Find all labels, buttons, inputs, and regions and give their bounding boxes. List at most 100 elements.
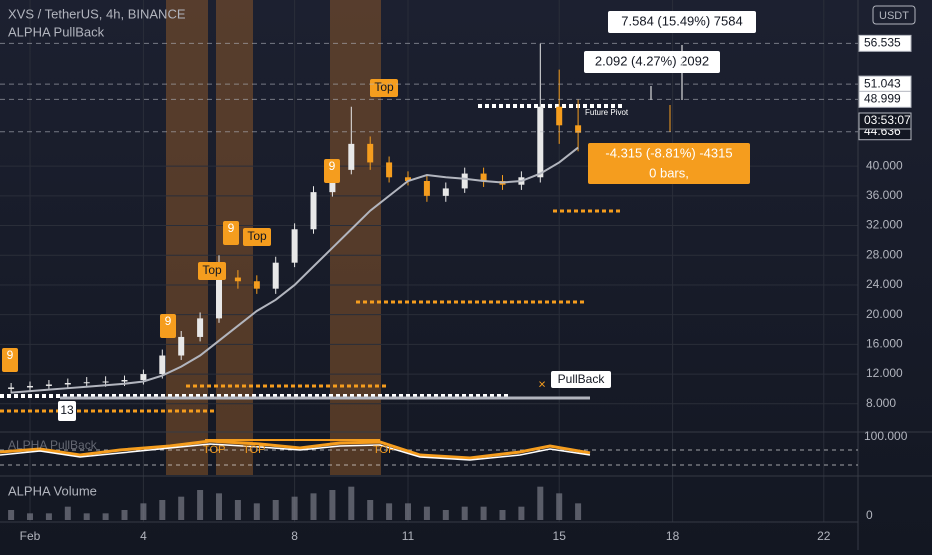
volume-bar: [178, 496, 185, 520]
price-level-label: 51.043: [864, 76, 901, 90]
volume-bar: [329, 490, 336, 520]
signal-box: [370, 79, 398, 97]
osc-top: TOP: [203, 444, 225, 456]
signal-box: [324, 159, 340, 183]
volume-bar: [499, 510, 506, 520]
volume-bar: [83, 513, 90, 520]
volume-bar: [461, 506, 468, 520]
candle-body: [461, 173, 468, 189]
candle-body: [291, 229, 298, 263]
volume-bar: [197, 490, 204, 520]
signal-label: 9: [165, 314, 172, 328]
candle-body: [178, 336, 185, 356]
osc-top: TOP: [243, 444, 265, 456]
volume-title: ALPHA Volume: [8, 483, 97, 498]
candle-body: [556, 106, 563, 126]
volume-bar: [253, 503, 260, 520]
signal-box: [160, 314, 176, 338]
signal-label: Top: [374, 80, 394, 94]
candle-body: [386, 162, 393, 178]
x-tick-label: 18: [666, 529, 680, 543]
signal-label: 9: [228, 221, 235, 235]
candle-body: [64, 382, 71, 385]
signal-box: [198, 262, 226, 280]
volume-bar: [140, 503, 147, 520]
moving-average: [11, 146, 579, 394]
signal-box: [2, 348, 18, 372]
volume-bar: [291, 496, 298, 520]
currency[interactable]: USDT: [879, 10, 909, 22]
signal-label: 9: [7, 348, 14, 362]
candle-body: [253, 281, 260, 289]
volume-bar: [386, 503, 393, 520]
volume-bar: [159, 500, 166, 520]
x-tick-label: 22: [817, 529, 831, 543]
osc-title: ALPHA PullBack: [8, 438, 98, 452]
volume-bar: [405, 503, 412, 520]
price-level-label: 56.535: [864, 36, 901, 50]
candle-body: [423, 180, 430, 196]
x-tick-label: 8: [291, 529, 298, 543]
volume-bar: [367, 500, 374, 520]
volume-bar: [423, 506, 430, 520]
volume-bar: [102, 513, 109, 520]
volume-bar: [348, 486, 355, 520]
stop: -4.315 (-8.81%) -4315: [605, 145, 732, 160]
pullback-box: [551, 371, 611, 388]
volume-bar: [8, 510, 15, 520]
pullback-label: PullBack: [558, 372, 606, 386]
long-target: 7.584 (15.49%) 7584: [621, 13, 742, 28]
osc-line: [0, 439, 591, 460]
candle-body: [348, 143, 355, 170]
candle-body: [121, 380, 128, 382]
osc-tick-label: 100.000: [864, 429, 908, 443]
candle-body: [405, 177, 412, 181]
price-level-box: [858, 34, 912, 52]
y-tick-label: 16.000: [866, 337, 903, 351]
y-tick-label: 24.000: [866, 277, 903, 291]
volume-bar: [216, 493, 223, 520]
candle-body: [102, 381, 109, 383]
volume-bar: [480, 506, 487, 520]
bars: 0 bars,: [649, 165, 689, 180]
volume-bar: [45, 513, 52, 520]
y-tick-label: 36.000: [866, 188, 903, 202]
candle-body: [272, 262, 279, 289]
candle-body: [367, 143, 374, 163]
volume-bar: [575, 503, 582, 520]
osc-line: [0, 443, 591, 461]
price-level-label: 48.999: [864, 91, 901, 105]
y-tick-label: 28.000: [866, 247, 903, 261]
volume-bar: [442, 510, 449, 520]
future-pivot: Future Pivot: [585, 108, 629, 117]
y-tick-label: 20.000: [866, 307, 903, 321]
y-tick-label: 40.000: [866, 158, 903, 172]
signal-box: [223, 221, 239, 245]
candle-body: [575, 125, 582, 133]
x-tick-label: 4: [140, 529, 147, 543]
thirteen-label: 13: [60, 403, 74, 417]
signal-label: Top: [247, 229, 267, 243]
candle-body: [27, 385, 34, 388]
volume-bar: [64, 506, 71, 520]
target-box: [608, 11, 756, 33]
y-tick-label: 32.000: [866, 218, 903, 232]
signal-label: Top: [202, 263, 222, 277]
indicator-title: ALPHA PullBack: [8, 24, 105, 39]
candle-body: [140, 374, 147, 381]
x-tick-label: 11: [402, 529, 415, 543]
candle-body: [234, 277, 241, 282]
candle-body: [537, 106, 544, 178]
currency-box[interactable]: [872, 5, 916, 25]
volume-bar: [556, 493, 563, 520]
candle-body: [197, 318, 204, 337]
short-target: 2.092 (4.27%) 2092: [595, 53, 709, 68]
x-tick-label: 15: [553, 529, 567, 543]
y-tick-label: 12.000: [866, 366, 903, 380]
candle-body: [45, 384, 52, 386]
y-tick-label: 8.000: [866, 396, 896, 410]
candle-body: [442, 188, 449, 196]
candle-body: [83, 382, 90, 384]
